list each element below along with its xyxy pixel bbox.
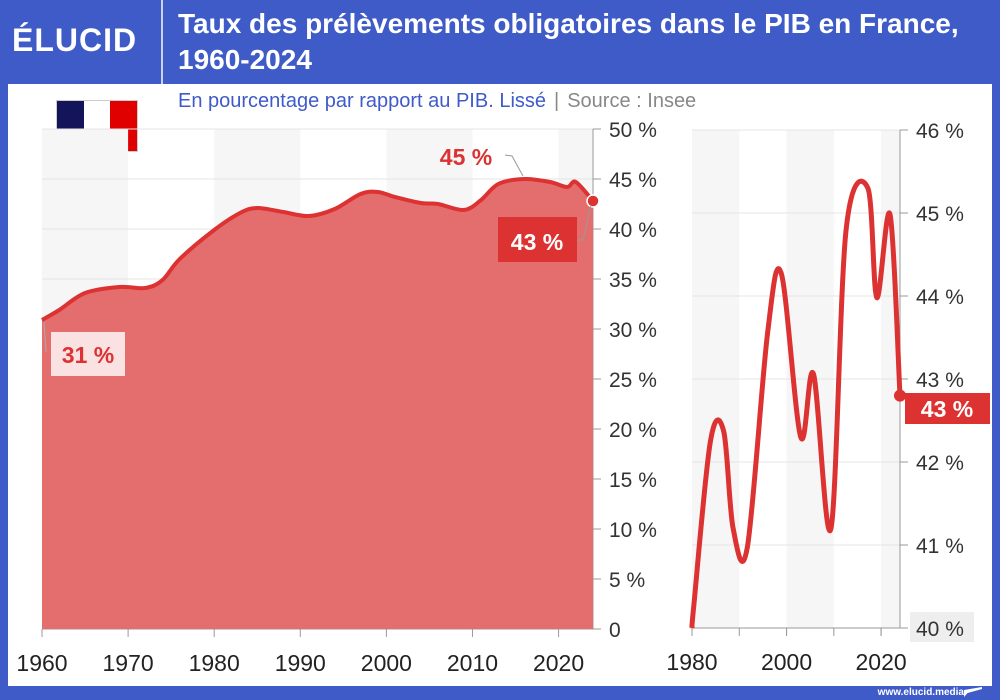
x-tick-label: 1990	[275, 650, 326, 676]
chart-title: Taux des prélèvements obligatoires dans …	[178, 8, 959, 75]
annotation-45: 45 %	[440, 144, 492, 170]
source: Source : Insee	[567, 90, 697, 112]
annotation-box	[51, 332, 125, 376]
annotation-43-right: 43 %	[921, 396, 973, 422]
x-tick-label: 2000	[761, 649, 812, 675]
series-line	[40, 176, 595, 322]
annotation-box	[498, 217, 577, 262]
y-tick-label: 0	[609, 619, 621, 642]
y-tick-label: 43 %	[916, 369, 964, 392]
x-tick-label: 2020	[856, 649, 907, 675]
area-fill	[42, 178, 593, 629]
y-tick-label: 45 %	[916, 203, 964, 226]
y-tick-label: 10 %	[609, 519, 657, 542]
separator: |	[554, 90, 560, 112]
subtitle-text: En pourcentage par rapport au PIB. Lissé	[178, 90, 547, 112]
header: ÉLUCID Taux des prélèvements obligatoire…	[0, 0, 1000, 84]
y-tick-bg	[910, 612, 974, 642]
x-tick-label: 1960	[16, 650, 67, 676]
x-tick-label: 1980	[666, 649, 717, 675]
annotation-leader	[504, 154, 524, 177]
annotation-leader	[578, 204, 592, 241]
annotation-31: 31 %	[62, 342, 114, 368]
x-tick-label: 1980	[189, 650, 240, 676]
y-tick-label: 44 %	[916, 286, 964, 309]
annotation-leader	[43, 321, 47, 353]
y-tick-label: 40 %	[916, 618, 964, 641]
header-divider	[161, 0, 163, 84]
x-tick-label: 2000	[361, 650, 412, 676]
y-tick-label: 20 %	[609, 419, 657, 442]
x-tick-label: 2010	[447, 650, 498, 676]
series-line	[689, 178, 903, 630]
annotation-box	[905, 393, 990, 424]
y-tick-label: 25 %	[609, 369, 657, 392]
y-tick-label: 45 %	[609, 169, 657, 192]
footer-url[interactable]: www.elucid.media	[877, 687, 964, 698]
y-tick-label: 42 %	[916, 452, 964, 475]
y-tick-label: 41 %	[916, 535, 964, 558]
x-tick-label: 2020	[533, 650, 584, 676]
annotation-43: 43 %	[511, 229, 563, 255]
x-tick-label: 1970	[103, 650, 154, 676]
end-point	[586, 194, 600, 208]
y-tick-label: 40 %	[609, 219, 657, 242]
y-tick-label: 15 %	[609, 469, 657, 492]
elucid-logo: ÉLUCID	[12, 22, 138, 58]
subtitle: En pourcentage par rapport au PIB. Lissé…	[178, 90, 696, 113]
y-tick-label: 30 %	[609, 319, 657, 342]
y-tick-label: 46 %	[916, 120, 964, 143]
y-tick-label: 50 %	[609, 119, 657, 142]
y-tick-label: 35 %	[609, 269, 657, 292]
end-point	[894, 389, 906, 402]
y-tick-label: 5 %	[609, 569, 645, 592]
